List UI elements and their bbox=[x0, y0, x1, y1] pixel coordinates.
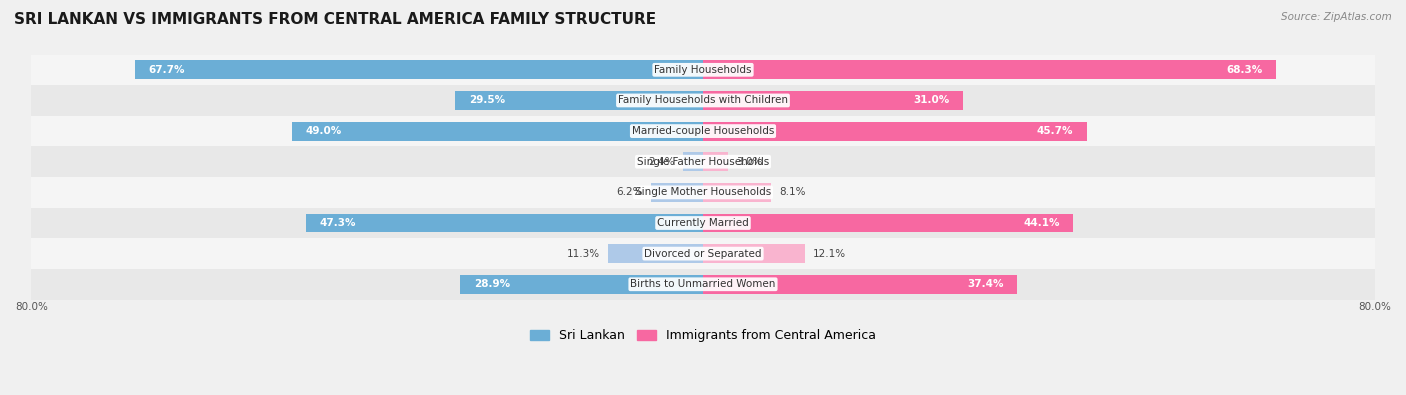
Bar bbox=[135, 60, 703, 79]
Bar bbox=[31, 208, 1375, 238]
Bar bbox=[703, 91, 963, 110]
Text: SRI LANKAN VS IMMIGRANTS FROM CENTRAL AMERICA FAMILY STRUCTURE: SRI LANKAN VS IMMIGRANTS FROM CENTRAL AM… bbox=[14, 12, 657, 27]
Text: 68.3%: 68.3% bbox=[1226, 65, 1263, 75]
Bar bbox=[703, 275, 1017, 294]
Text: Births to Unmarried Women: Births to Unmarried Women bbox=[630, 279, 776, 289]
Bar bbox=[31, 147, 1375, 177]
Text: 31.0%: 31.0% bbox=[914, 96, 950, 105]
Bar bbox=[703, 183, 770, 202]
Bar bbox=[31, 269, 1375, 299]
Bar bbox=[703, 122, 1087, 141]
Text: 29.5%: 29.5% bbox=[468, 96, 505, 105]
Text: 44.1%: 44.1% bbox=[1024, 218, 1060, 228]
Text: 67.7%: 67.7% bbox=[148, 65, 184, 75]
Bar bbox=[651, 183, 703, 202]
Bar bbox=[703, 60, 1277, 79]
Text: 6.2%: 6.2% bbox=[616, 187, 643, 198]
Text: Married-couple Households: Married-couple Households bbox=[631, 126, 775, 136]
Bar bbox=[703, 244, 804, 263]
Text: 49.0%: 49.0% bbox=[305, 126, 342, 136]
Text: Family Households: Family Households bbox=[654, 65, 752, 75]
Text: Single Father Households: Single Father Households bbox=[637, 157, 769, 167]
Text: 37.4%: 37.4% bbox=[967, 279, 1004, 289]
Bar bbox=[683, 152, 703, 171]
Bar bbox=[31, 116, 1375, 147]
Bar bbox=[31, 55, 1375, 85]
Text: Family Households with Children: Family Households with Children bbox=[619, 96, 787, 105]
Text: 11.3%: 11.3% bbox=[567, 248, 600, 259]
Text: 28.9%: 28.9% bbox=[474, 279, 510, 289]
Bar bbox=[609, 244, 703, 263]
Bar bbox=[703, 152, 728, 171]
Text: 12.1%: 12.1% bbox=[813, 248, 846, 259]
Text: 2.4%: 2.4% bbox=[648, 157, 675, 167]
Text: 47.3%: 47.3% bbox=[319, 218, 356, 228]
Bar bbox=[291, 122, 703, 141]
Text: Single Mother Households: Single Mother Households bbox=[636, 187, 770, 198]
Bar bbox=[703, 214, 1073, 233]
Bar bbox=[456, 91, 703, 110]
Legend: Sri Lankan, Immigrants from Central America: Sri Lankan, Immigrants from Central Amer… bbox=[524, 324, 882, 347]
Bar bbox=[31, 238, 1375, 269]
Text: 45.7%: 45.7% bbox=[1036, 126, 1073, 136]
Bar bbox=[460, 275, 703, 294]
Bar bbox=[31, 85, 1375, 116]
Text: 8.1%: 8.1% bbox=[779, 187, 806, 198]
Text: 3.0%: 3.0% bbox=[737, 157, 762, 167]
Text: Source: ZipAtlas.com: Source: ZipAtlas.com bbox=[1281, 12, 1392, 22]
Text: Currently Married: Currently Married bbox=[657, 218, 749, 228]
Text: Divorced or Separated: Divorced or Separated bbox=[644, 248, 762, 259]
Bar bbox=[307, 214, 703, 233]
Bar bbox=[31, 177, 1375, 208]
